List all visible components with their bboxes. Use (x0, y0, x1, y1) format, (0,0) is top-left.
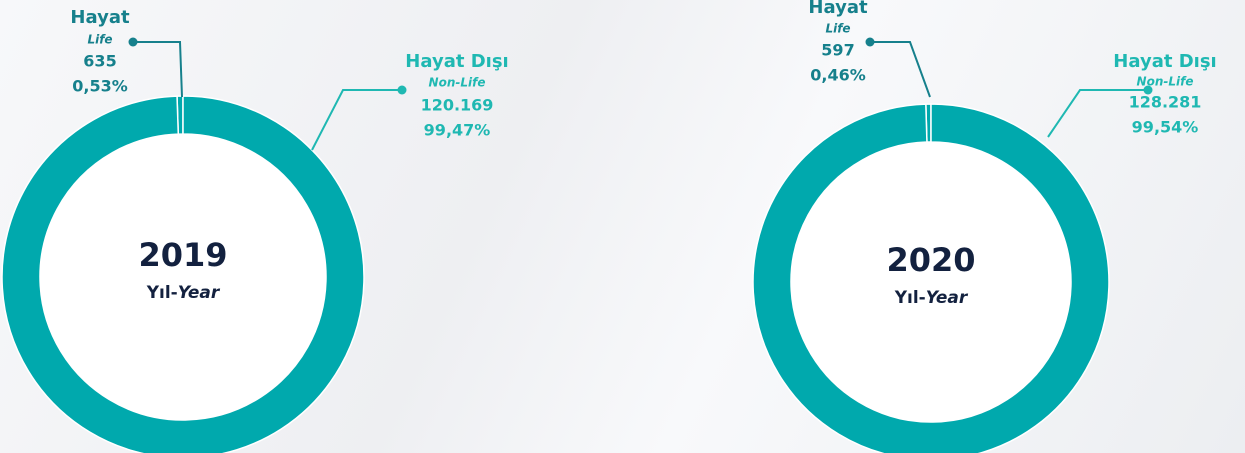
center-sub: Yıl-Year (894, 288, 969, 308)
value-label: 120.169 (421, 96, 494, 115)
leader-line (133, 41, 183, 98)
percent-label: 99,54% (1132, 118, 1199, 137)
subcategory-label: Life (825, 22, 850, 36)
percent-label: 99,47% (424, 121, 491, 140)
center-year: 2019 (138, 236, 227, 274)
percent-label: 0,53% (72, 77, 128, 96)
donut-hole (40, 134, 326, 420)
subcategory-label: Life (87, 33, 112, 47)
center-sub-en: Year (926, 288, 969, 308)
center-year: 2020 (886, 241, 975, 279)
leader-line (311, 89, 402, 151)
leader-dot (128, 37, 138, 47)
leader-dot (1143, 85, 1153, 95)
center-sub-tr: Yıl- (894, 288, 926, 308)
center-sub-en: Year (178, 283, 221, 303)
leader-dot (397, 85, 407, 95)
leader-line (870, 41, 931, 98)
category-label: Hayat Dışı (1113, 51, 1216, 72)
leader-line (1047, 89, 1148, 138)
percent-label: 0,46% (810, 66, 866, 85)
subcategory-label: Non-Life (429, 76, 486, 90)
category-label: Hayat (70, 7, 130, 28)
center-sub: Yıl-Year (146, 283, 221, 303)
value-label: 128.281 (1129, 93, 1202, 112)
value-label: 597 (821, 41, 854, 60)
donut-hole (791, 142, 1071, 422)
center-sub-tr: Yıl- (146, 283, 178, 303)
leader-dot (865, 37, 875, 47)
category-label: Hayat Dışı (405, 51, 508, 72)
category-label: Hayat (808, 0, 868, 18)
subcategory-label: Non-Life (1137, 75, 1194, 89)
value-label: 635 (83, 52, 116, 71)
